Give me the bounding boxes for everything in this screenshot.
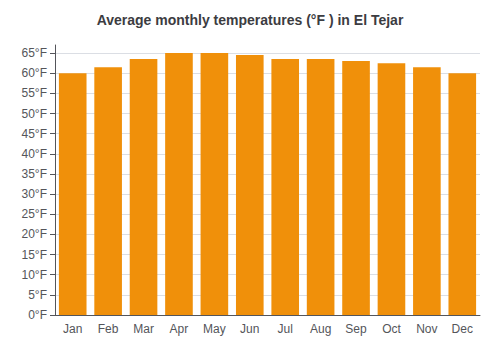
svg-text:15°F: 15°F xyxy=(22,248,47,262)
svg-text:Mar: Mar xyxy=(133,322,154,336)
svg-text:Apr: Apr xyxy=(170,322,189,336)
svg-text:Jul: Jul xyxy=(278,322,293,336)
svg-text:Oct: Oct xyxy=(382,322,401,336)
svg-text:20°F: 20°F xyxy=(22,227,47,241)
svg-text:25°F: 25°F xyxy=(22,207,47,221)
svg-text:Jan: Jan xyxy=(63,322,82,336)
svg-text:10°F: 10°F xyxy=(22,268,47,282)
svg-text:50°F: 50°F xyxy=(22,107,47,121)
svg-text:5°F: 5°F xyxy=(28,288,47,302)
svg-text:Aug: Aug xyxy=(310,322,331,336)
svg-text:Dec: Dec xyxy=(452,322,473,336)
svg-text:60°F: 60°F xyxy=(22,66,47,80)
svg-text:45°F: 45°F xyxy=(22,127,47,141)
svg-text:55°F: 55°F xyxy=(22,86,47,100)
svg-text:Nov: Nov xyxy=(416,322,437,336)
svg-text:65°F: 65°F xyxy=(22,46,47,60)
svg-text:Sep: Sep xyxy=(345,322,367,336)
svg-text:May: May xyxy=(203,322,226,336)
svg-text:Feb: Feb xyxy=(98,322,119,336)
svg-text:Jun: Jun xyxy=(240,322,259,336)
svg-text:40°F: 40°F xyxy=(22,147,47,161)
svg-text:35°F: 35°F xyxy=(22,167,47,181)
svg-text:30°F: 30°F xyxy=(22,187,47,201)
svg-text:0°F: 0°F xyxy=(28,308,47,322)
svg-text:Average monthly temperatures (: Average monthly temperatures (°F ) in El… xyxy=(97,12,404,28)
